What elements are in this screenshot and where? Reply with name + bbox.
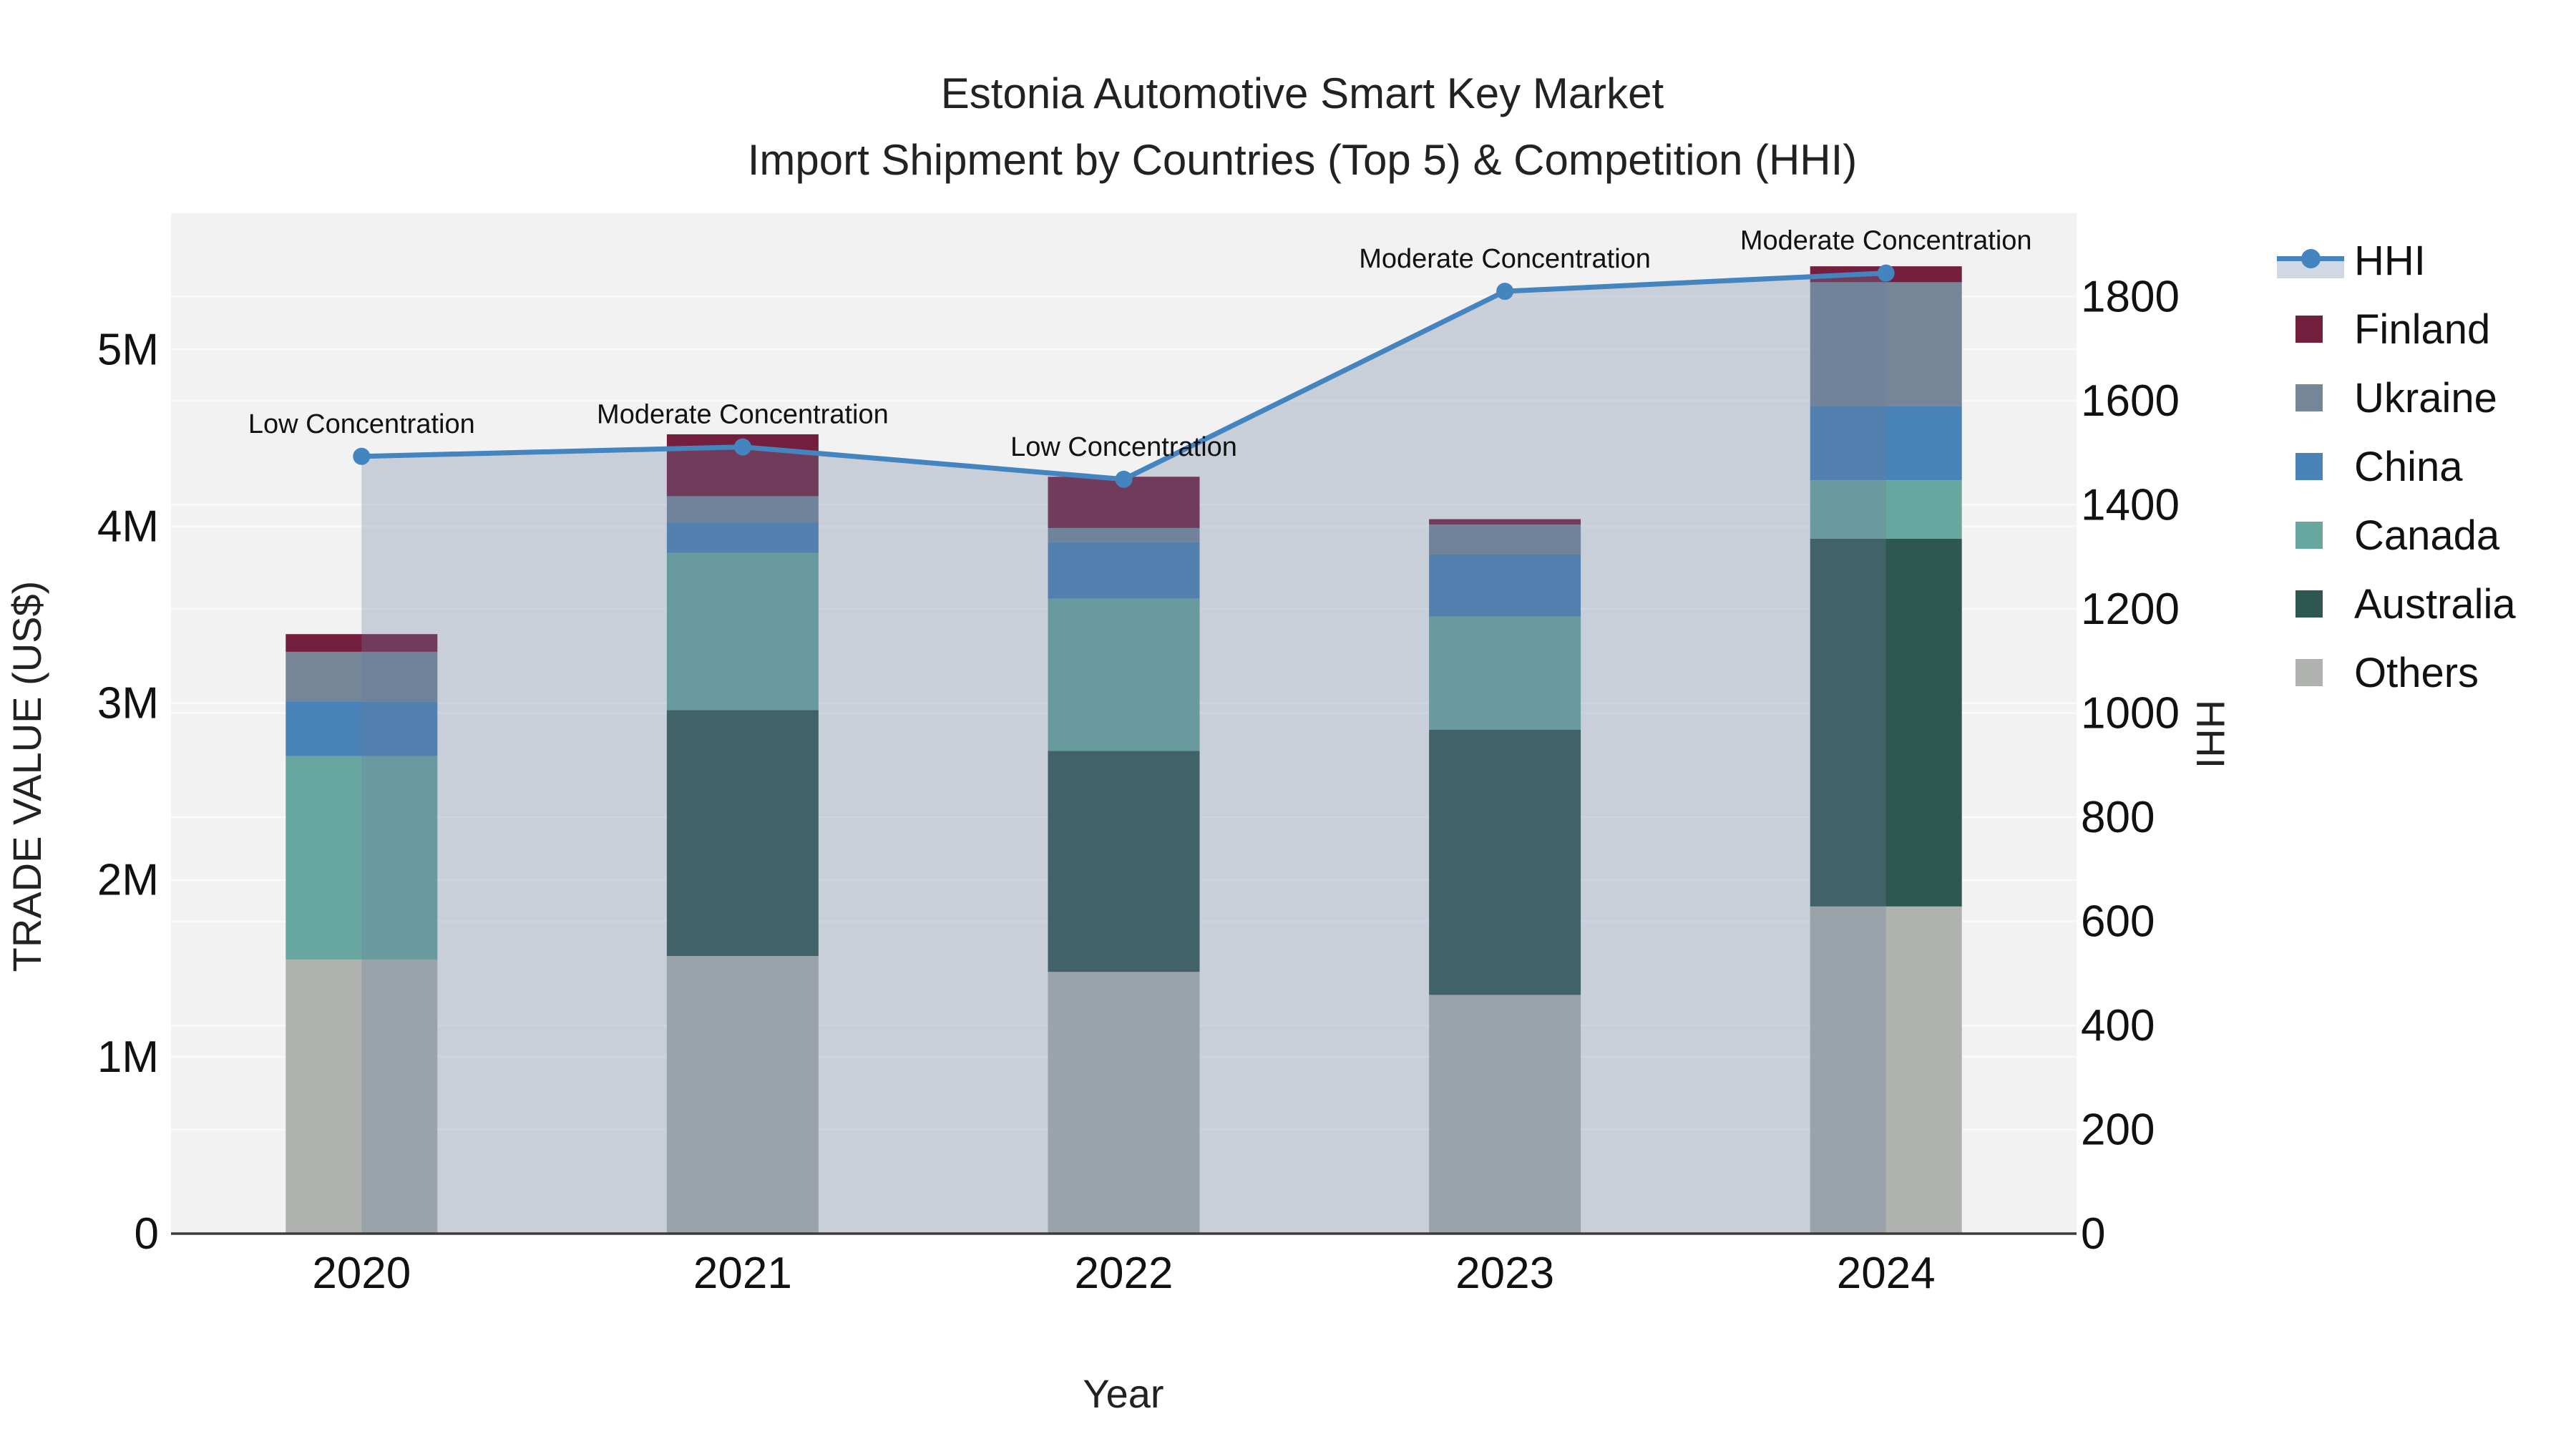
bar-segment-others-2022[interactable] xyxy=(1048,972,1200,1234)
legend-label-ukraine: Ukraine xyxy=(2354,374,2497,421)
legend-label-hhi: HHI xyxy=(2354,237,2426,284)
annotation-2021: Moderate Concentration xyxy=(597,400,889,430)
y2-tick-label-400: 400 xyxy=(2081,1001,2155,1050)
bar-segment-others-2020[interactable] xyxy=(286,959,438,1234)
bar-segment-finland-2023[interactable] xyxy=(1429,519,1581,525)
bar-segment-australia-2024[interactable] xyxy=(1810,538,1962,907)
bar-segment-canada-2024[interactable] xyxy=(1810,480,1962,539)
annotation-2022: Low Concentration xyxy=(1010,432,1237,462)
ukraine-swatch-icon xyxy=(2277,376,2354,419)
bar-segment-china-2023[interactable] xyxy=(1429,554,1581,617)
legend-label-china: China xyxy=(2354,443,2463,490)
annotation-2020: Low Concentration xyxy=(248,409,475,439)
bar-segment-others-2021[interactable] xyxy=(666,955,819,1234)
bar-segment-canada-2022[interactable] xyxy=(1048,598,1200,751)
legend-item-others[interactable]: Others xyxy=(2277,638,2516,707)
x-tick-label-2021: 2021 xyxy=(693,1249,792,1298)
x-tick-label-2022: 2022 xyxy=(1075,1249,1174,1298)
bar-segment-china-2022[interactable] xyxy=(1048,542,1200,599)
legend-item-australia[interactable]: Australia xyxy=(2277,570,2516,638)
canada-swatch-icon xyxy=(2277,514,2354,557)
bar-segment-others-2024[interactable] xyxy=(1810,906,1962,1234)
legend-label-finland: Finland xyxy=(2354,306,2491,353)
y2-tick-label-200: 200 xyxy=(2081,1105,2155,1154)
hhi-marker-2022[interactable] xyxy=(1115,470,1133,488)
bar-segment-australia-2022[interactable] xyxy=(1048,751,1200,972)
y1-tick-label-3M: 3M xyxy=(97,679,159,728)
y2-tick-label-1000: 1000 xyxy=(2081,688,2180,738)
bar-segment-ukraine-2021[interactable] xyxy=(666,496,819,523)
y2-tick-label-1400: 1400 xyxy=(2081,480,2180,530)
y2-axis-title: HHI xyxy=(2188,699,2233,769)
y-axis-title: TRADE VALUE (US$) xyxy=(4,580,49,972)
x-axis-title: Year xyxy=(1083,1371,1164,1416)
china-swatch-icon xyxy=(2277,445,2354,488)
bar-segment-australia-2021[interactable] xyxy=(666,710,819,956)
legend-label-others: Others xyxy=(2354,649,2479,696)
finland-swatch-icon xyxy=(2277,308,2354,351)
bar-segment-canada-2023[interactable] xyxy=(1429,616,1581,730)
hhi-area-fill xyxy=(361,273,1886,1234)
annotation-2024: Moderate Concentration xyxy=(1740,226,2032,256)
chart-title-line2: Import Shipment by Countries (Top 5) & C… xyxy=(747,136,1858,184)
y1-tick-label-0: 0 xyxy=(135,1209,159,1259)
bar-segment-canada-2020[interactable] xyxy=(286,756,438,960)
y2-tick-label-1600: 1600 xyxy=(2081,376,2180,426)
x-tick-label-2020: 2020 xyxy=(312,1249,411,1298)
y1-tick-label-4M: 4M xyxy=(97,502,159,551)
bar-segment-australia-2023[interactable] xyxy=(1429,729,1581,995)
chart-title-line1: Estonia Automotive Smart Key Market xyxy=(940,69,1664,117)
legend-item-canada[interactable]: Canada xyxy=(2277,501,2516,570)
bar-segment-finland-2020[interactable] xyxy=(286,634,438,652)
bar-segment-ukraine-2024[interactable] xyxy=(1810,282,1962,406)
chart-title: Estonia Automotive Smart Key Market Impo… xyxy=(43,60,2562,193)
y2-tick-label-1800: 1800 xyxy=(2081,272,2180,321)
x-tick-label-2024: 2024 xyxy=(1837,1249,1936,1298)
legend-label-australia: Australia xyxy=(2354,580,2516,628)
hhi-marker-2021[interactable] xyxy=(733,438,751,456)
y1-tick-label-1M: 1M xyxy=(97,1033,159,1082)
hhi-marker-2020[interactable] xyxy=(353,447,371,465)
y2-tick-label-1200: 1200 xyxy=(2081,585,2180,634)
annotation-2023: Moderate Concentration xyxy=(1359,244,1651,274)
bar-segment-canada-2021[interactable] xyxy=(666,552,819,711)
bar-segment-china-2020[interactable] xyxy=(286,701,438,756)
y1-tick-label-5M: 5M xyxy=(97,325,159,374)
legend-item-ukraine[interactable]: Ukraine xyxy=(2277,364,2516,432)
hhi-line-swatch-icon xyxy=(2277,239,2354,282)
legend-item-china[interactable]: China xyxy=(2277,432,2516,501)
hhi-marker-2024[interactable] xyxy=(1877,264,1895,282)
bar-segment-ukraine-2023[interactable] xyxy=(1429,524,1581,555)
legend-label-canada: Canada xyxy=(2354,512,2500,559)
bar-segment-ukraine-2020[interactable] xyxy=(286,651,438,702)
bar-segment-ukraine-2022[interactable] xyxy=(1048,527,1200,542)
australia-swatch-icon xyxy=(2277,582,2354,625)
legend-item-finland[interactable]: Finland xyxy=(2277,295,2516,364)
bar-segment-others-2023[interactable] xyxy=(1429,995,1581,1234)
bar-segment-china-2021[interactable] xyxy=(666,522,819,553)
bar-segment-china-2024[interactable] xyxy=(1810,406,1962,481)
y2-tick-label-600: 600 xyxy=(2081,897,2155,946)
others-swatch-icon xyxy=(2277,651,2354,694)
hhi-marker-2023[interactable] xyxy=(1496,283,1514,301)
y1-tick-label-2M: 2M xyxy=(97,856,159,905)
legend-item-hhi[interactable]: HHI xyxy=(2277,226,2516,295)
y2-tick-label-0: 0 xyxy=(2081,1209,2105,1259)
y2-tick-label-800: 800 xyxy=(2081,793,2155,842)
x-tick-label-2023: 2023 xyxy=(1455,1249,1554,1298)
legend: HHI Finland Ukraine China Canada Australia Oth… xyxy=(2277,226,2516,707)
